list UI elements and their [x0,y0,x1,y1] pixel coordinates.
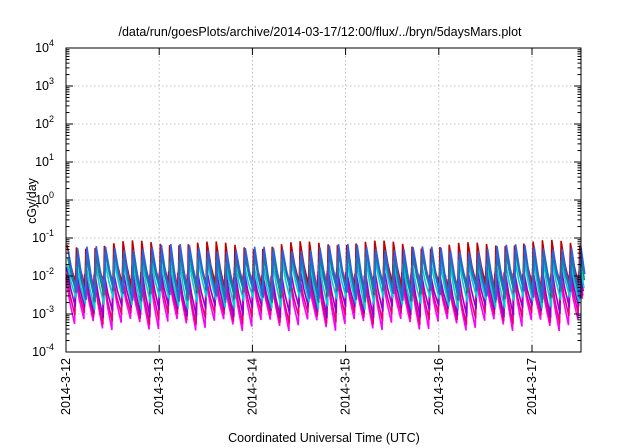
y-tick-label: 10-1 [32,228,54,245]
y-tick-label: 102 [35,114,54,131]
y-tick-labels: 10-4 10-3 10-2 10-1 100 101 102 103 104 [32,38,54,359]
x-tick-label: 2014-3-14 [245,358,259,415]
x-axis-label: Coordinated Universal Time (UTC) [228,431,420,445]
x-tick-labels: 2014-3-12 2014-3-13 2014-3-14 2014-3-15 2014… [59,358,539,415]
y-axis-label: cGy/day [25,177,39,224]
ticks [65,47,581,353]
x-tick-label: 2014-3-13 [152,358,166,415]
x-tick-label: 2014-3-12 [59,358,73,415]
y-tick-label: 10-2 [32,266,54,283]
series-group [65,239,586,332]
y-tick-label: 10-3 [32,304,54,321]
y-tick-label: 103 [35,76,54,93]
series-line [67,243,586,301]
y-tick-label: 10-4 [32,342,54,359]
x-tick-label: 2014-3-15 [339,358,353,415]
chart-title: /data/run/goesPlots/archive/2014-03-17/1… [118,25,522,39]
y-tick-label: 104 [35,38,54,55]
y-tick-label: 100 [35,190,54,207]
x-tick-label: 2014-3-17 [525,358,539,415]
series-line [67,248,586,304]
x-tick-label: 2014-3-16 [432,358,446,415]
series-line [66,256,585,310]
y-tick-label: 101 [35,152,54,169]
